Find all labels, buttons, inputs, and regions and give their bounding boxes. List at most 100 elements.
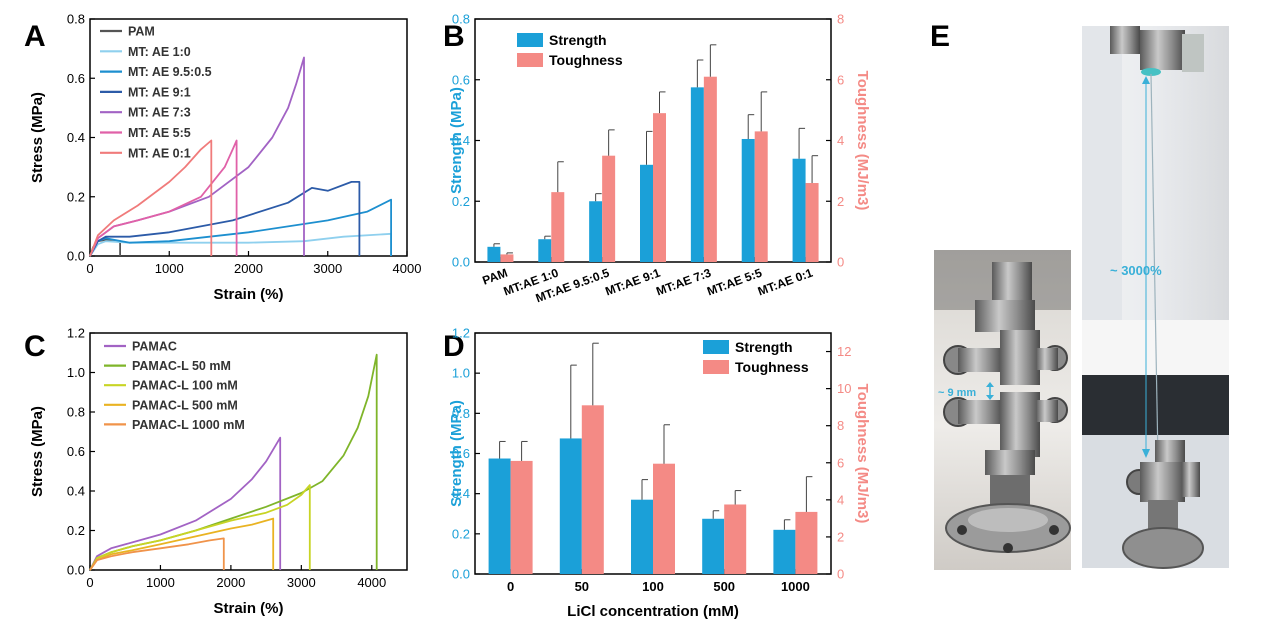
bar-strength-0 [487,246,501,262]
legend-label: Toughness [735,359,809,375]
legend-label: PAMAC-L 1000 mM [132,418,245,432]
bar-toughness-4 [703,76,717,263]
legend-label: PAM [128,25,155,39]
x-tick-label: 3000 [287,575,316,590]
y-axis-label: Stress (MPa) [29,92,46,183]
bar-strength-1 [559,438,582,574]
legend-label: MT: AE 1:0 [128,45,191,59]
y-tick-label: 0.2 [452,194,470,209]
bar-toughness-2 [602,155,616,262]
series-line-1 [89,232,392,257]
panel-c: C 0 1000 2000 3000 4000 0.0 0.2 0.4 0.6 0.8 1.0 1.2 S… [24,326,408,617]
x-tick-label: 1000 [146,575,175,590]
y-tick-label: 0.8 [67,405,85,420]
y-tick-label: 0.8 [452,12,470,27]
x-tick-label: MT:AE 7:3 [654,266,713,299]
bar-toughness-1 [581,405,604,574]
y-axis-label: Stress (MPa) [29,406,46,497]
series-line-4 [89,537,225,571]
x-tick-label: 100 [642,579,664,594]
panel-b: B 0.0 0.2 0.4 0.6 0.8 0 2 4 6 8 Strength (MPa) Tough… [443,12,871,306]
photo-clamps-close: ~ 9 mm [934,250,1071,570]
x-tick-label: 0 [507,579,514,594]
y-tick-label: 0.4 [452,133,470,148]
panel-label-a: A [24,20,46,53]
bar-toughness-0 [500,254,514,262]
legend-label: PAMAC-L 500 mM [132,398,238,412]
bar-strength-1 [538,239,552,262]
bar-strength-2 [589,201,603,262]
legend-label: Strength [549,32,607,48]
strain-label: ~ 3000% [1110,263,1162,278]
bar-strength-4 [773,529,796,574]
bar-strength-2 [631,499,653,574]
bar-toughness-3 [653,113,666,262]
bar-strength-6 [792,158,806,262]
y-right-axis-label: Toughness (MJ/m3) [854,384,871,524]
legend-label: PAMAC [132,340,177,354]
y-right-tick-label: 8 [837,418,844,433]
legend-label: MT: AE 0:1 [128,146,191,160]
x-tick-label: 2000 [216,575,245,590]
legend-label: Toughness [549,52,623,68]
panel-label-c: C [24,330,46,363]
panel-label-b: B [443,20,465,53]
y-tick-label: 0.0 [67,563,85,578]
y-axis-label: Strength (MPa) [448,400,465,507]
y-right-tick-label: 6 [837,455,844,470]
x-tick-label: 4000 [393,261,422,276]
y-tick-label: 0.0 [67,249,85,264]
series-line-5 [89,139,238,257]
bar-strength-0 [488,458,511,574]
y-tick-label: 0.2 [67,523,85,538]
panel-e: E [930,20,1229,570]
y-tick-label: 1.2 [452,326,470,341]
y-tick-label: 1.0 [67,365,85,380]
bar-toughness-1 [551,192,565,262]
legend-swatch [703,360,729,374]
legend-label: MT: AE 7:3 [128,106,191,120]
bar-toughness-6 [805,183,819,262]
y-right-tick-label: 6 [837,72,844,87]
y-tick-label: 0.2 [452,526,470,541]
x-tick-label: 0 [86,575,93,590]
legend-label: MT: AE 9.5:0.5 [128,65,212,79]
y-tick-label: 0.2 [67,189,85,204]
y-tick-label: 0.0 [452,567,470,582]
x-tick-label: 0 [86,261,93,276]
legend-swatch [517,53,543,67]
y-right-tick-label: 12 [837,344,851,359]
series-line-2 [89,484,311,571]
panel-d: D 0.0 0.2 0.4 0.6 0.8 1.0 1.2 0 2 4 6 8 10 12 Strength … [443,326,871,621]
y-right-tick-label: 4 [837,133,844,148]
y-tick-label: 0.4 [67,484,85,499]
series-line-3 [89,517,275,571]
gap-label: ~ 9 mm [938,387,976,399]
legend-label: MT: AE 9:1 [128,85,191,99]
y-tick-label: 1.2 [67,326,85,341]
x-axis-label: Strain (%) [213,286,283,303]
x-tick-label: 500 [713,579,735,594]
y-right-tick-label: 2 [837,194,844,209]
photo-stretched-sample: ~ 3000% [1082,26,1229,569]
x-tick-label: 3000 [313,261,342,276]
legend-label: PAMAC-L 100 mM [132,379,238,393]
legend-label: MT: AE 5:5 [128,126,191,140]
bar-toughness-5 [754,131,768,262]
y-right-axis-label: Toughness (MJ/m3) [854,71,871,211]
panel-a: A 0 1000 2000 3000 4000 0.0 0.2 0.4 0.6 0.8 Strain … [24,12,421,304]
x-tick-label: 2000 [234,261,263,276]
y-tick-label: 0.6 [67,71,85,86]
x-axis-label: Strain (%) [213,600,283,617]
legend-swatch [517,33,543,47]
bar-strength-3 [640,164,653,262]
bar-strength-4 [690,87,704,262]
bar-toughness-4 [795,511,818,574]
y-tick-label: 0.4 [452,486,470,501]
y-tick-label: 0.6 [67,444,85,459]
y-right-tick-label: 2 [837,529,844,544]
bar-toughness-0 [510,460,533,574]
y-right-tick-label: 0 [837,255,844,270]
y-right-tick-label: 0 [837,567,844,582]
